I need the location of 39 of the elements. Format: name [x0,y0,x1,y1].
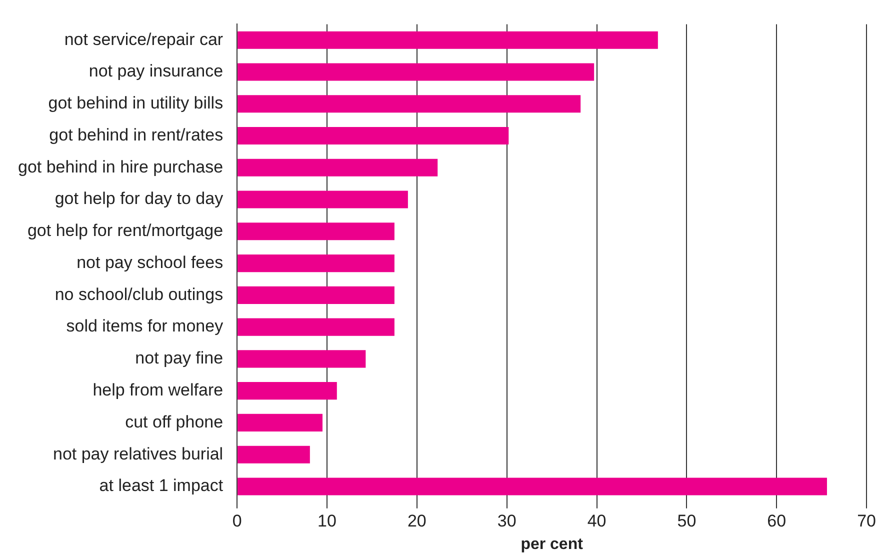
bar [238,318,394,336]
bar [238,31,658,49]
x-tick-label: 60 [767,511,786,530]
y-tick-label: no school/club outings [54,284,224,304]
x-tick-label: 30 [497,511,516,530]
bar [238,382,337,400]
x-tick-label: 20 [407,511,426,530]
y-tick-label: help from welfare [92,380,224,400]
bar [238,95,581,113]
bar [238,350,366,368]
bar [238,446,310,464]
y-tick-label: got behind in rent/rates [49,125,224,144]
y-tick-label: not pay insurance [88,62,224,81]
bar [238,190,408,208]
y-tick-label: at least 1 impact [99,476,224,496]
y-tick-label: got help for rent/mortgage [27,221,224,240]
y-tick-label: not pay school fees [76,252,224,272]
bar [238,222,394,240]
bar [238,478,827,496]
x-tick-label: 50 [677,511,696,530]
x-tick-label: 10 [318,511,336,530]
bar [238,286,394,304]
y-tick-label: cut off phone [125,412,224,432]
bar [238,254,394,272]
y-tick-label: not pay relatives burial [52,444,224,464]
y-tick-label: got help for day to day [54,189,224,208]
x-tick-label: 70 [857,511,876,530]
x-tick-label: 40 [587,511,606,530]
bar [238,63,594,81]
bar [238,158,438,176]
bar [238,414,323,432]
y-tick-label: got behind in hire purchase [18,157,224,176]
y-tick-label: sold items for money [66,316,224,336]
bar [238,127,509,145]
x-axis-title: per cent [520,536,584,553]
x-tick-label: 0 [232,511,242,530]
y-tick-label: not service/repair car [64,30,224,49]
y-tick-label: not pay fine [135,348,224,368]
y-tick-label: got behind in utility bills [48,94,224,113]
